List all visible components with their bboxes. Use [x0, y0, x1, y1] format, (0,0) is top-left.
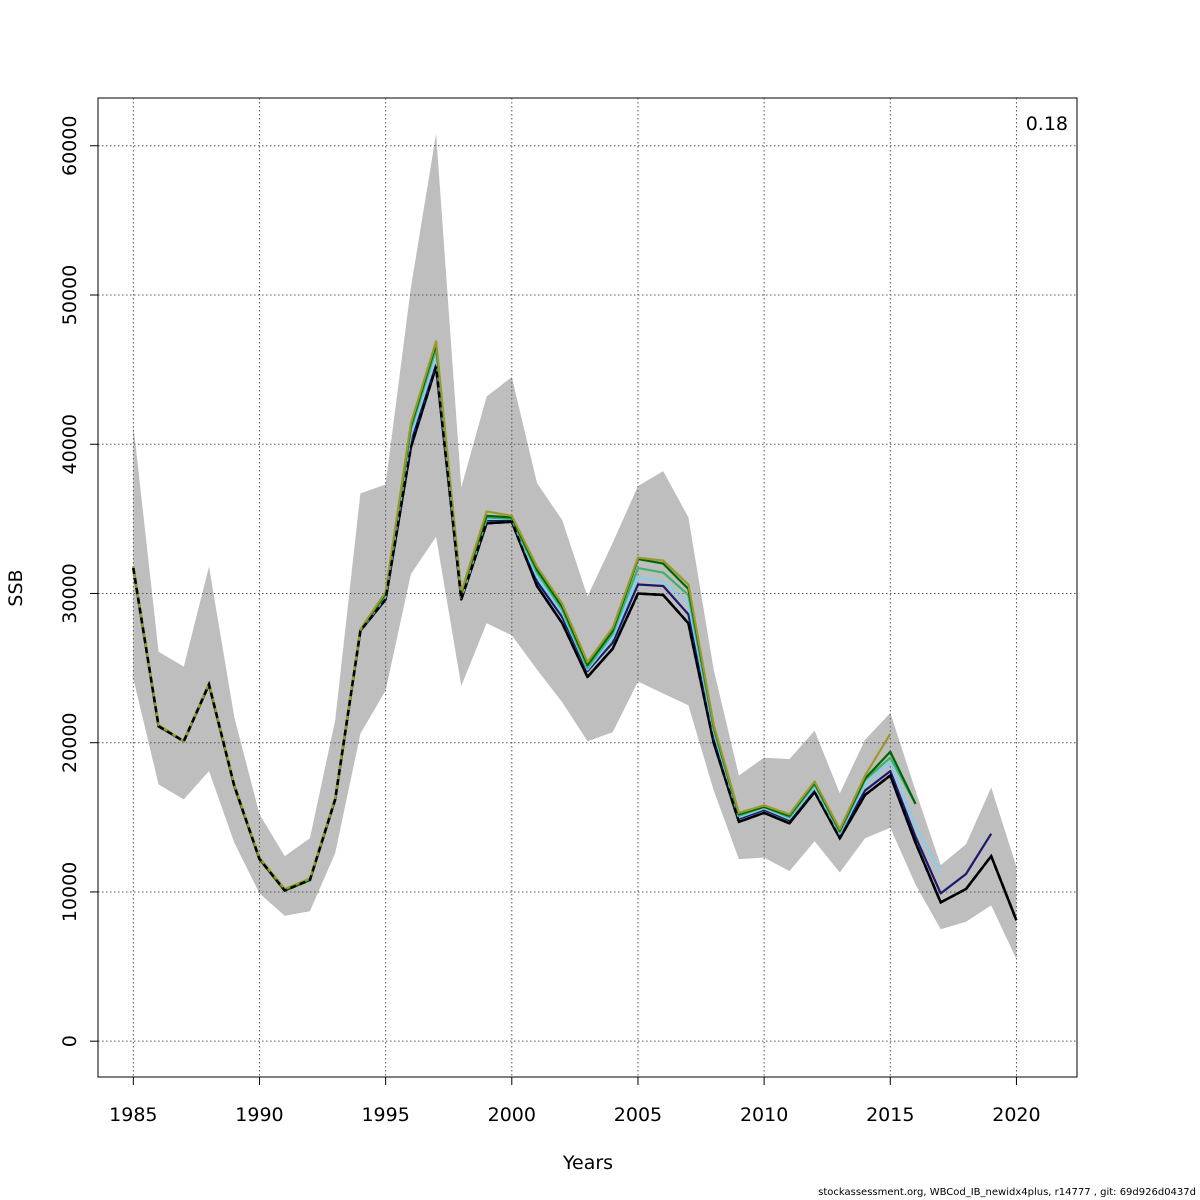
y-tick-label: 60000 — [59, 116, 81, 176]
y-axis: 0 10000 20000 30000 40000 50000 60000 — [59, 116, 99, 1047]
footer-note: stockassessment.org, WBCod_IB_newidx4plu… — [818, 1187, 1196, 1198]
series-layer — [132, 340, 1018, 921]
confidence-band — [133, 133, 1017, 960]
x-tick-label: 2015 — [866, 1104, 914, 1126]
x-tick-label: 2005 — [614, 1104, 662, 1126]
x-tick-label: 2020 — [992, 1104, 1040, 1126]
x-axis-title: Years — [562, 1152, 613, 1174]
y-tick-label: 40000 — [59, 414, 81, 474]
x-tick-label: 1990 — [235, 1104, 283, 1126]
y-tick-label: 30000 — [59, 563, 81, 623]
confidence-band-layer — [133, 133, 1017, 960]
y-tick-label: 10000 — [59, 862, 81, 922]
x-tick-label: 1995 — [361, 1104, 409, 1126]
corner-annotation: 0.18 — [1026, 113, 1068, 135]
y-axis-title: SSB — [5, 569, 27, 606]
x-tick-label: 2000 — [488, 1104, 536, 1126]
x-tick-label: 1985 — [109, 1104, 157, 1126]
y-tick-label: 50000 — [59, 265, 81, 325]
x-tick-label: 2010 — [740, 1104, 788, 1126]
y-tick-label: 0 — [59, 1035, 81, 1047]
y-tick-label: 20000 — [59, 712, 81, 772]
x-axis: 1985 1990 1995 2000 2005 2010 2015 2020 — [109, 1076, 1041, 1126]
